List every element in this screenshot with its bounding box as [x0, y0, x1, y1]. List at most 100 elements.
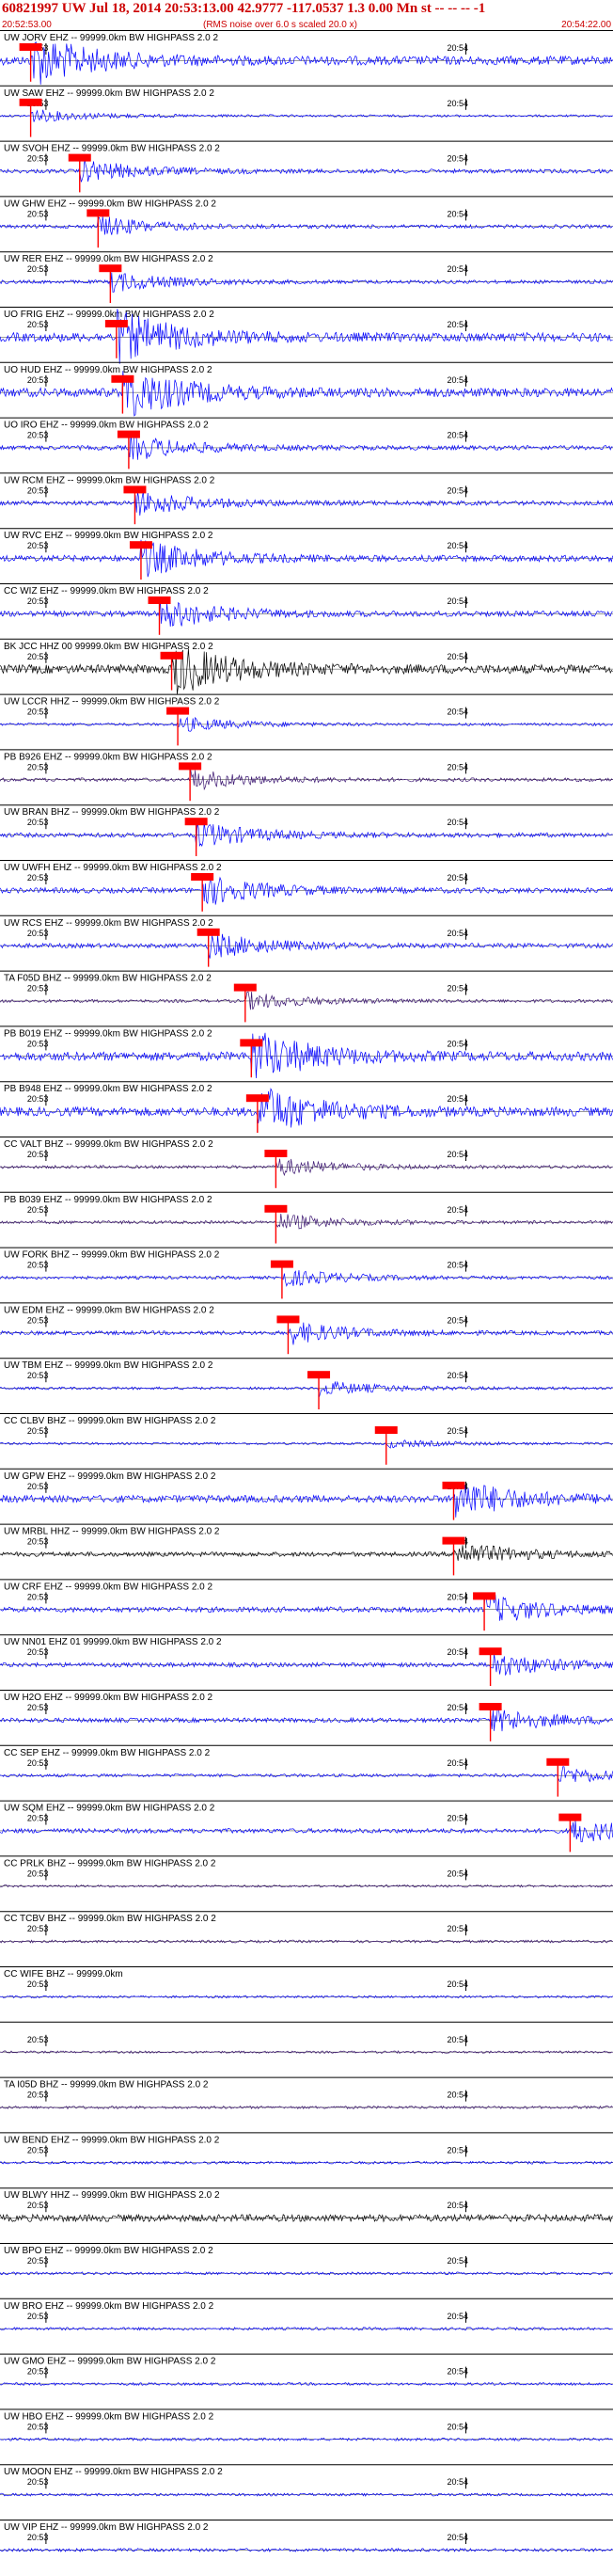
- pick-flag: [148, 596, 171, 604]
- waveform-line: [0, 1213, 613, 1230]
- pick-flag: [184, 818, 208, 826]
- station-label: CC PRLK BHZ -- 99999.0km BW HIGHPASS 2.0…: [4, 1858, 216, 1868]
- station-label: UW GHW EHZ -- 99999.0km BW HIGHPASS 2.0 …: [4, 199, 216, 209]
- pick-flag: [276, 1315, 300, 1324]
- time-tick-label: 20:54: [448, 541, 469, 550]
- waveform-line: [0, 215, 613, 235]
- pick-flag: [191, 873, 214, 881]
- waveform-line: [0, 2271, 613, 2276]
- pick-flag: [166, 707, 190, 715]
- station-label: UW BRO EHZ -- 99999.0km BW HIGHPASS 2.0 …: [4, 2301, 214, 2312]
- station-label: UW SQM EHZ -- 99999.0km BW HIGHPASS 2.0 …: [4, 1804, 215, 1814]
- waveform-line: [0, 1995, 613, 1999]
- time-tick-label: 20:53: [27, 818, 49, 827]
- trace-45: UW VIP EHZ -- 99999.0km BW HIGHPASS 2.0 …: [0, 2520, 613, 2552]
- pick-flag: [307, 1371, 331, 1379]
- time-tick-label: 20:54: [448, 1094, 469, 1104]
- trace-1: UW SAW EHZ -- 99999.0km BW HIGHPASS 2.0 …: [0, 85, 613, 137]
- waveform-line: [0, 490, 613, 517]
- time-tick-label: 20:53: [27, 596, 49, 606]
- trace-36: 20:53 20:54: [0, 2021, 613, 2054]
- station-label: UW SVOH EHZ -- 99999.0km BW HIGHPASS 2.0…: [4, 144, 220, 154]
- trace-31: CC SEP EHZ -- 99999.0km BW HIGHPASS 2.0 …: [0, 1744, 613, 1797]
- trace-6: UO HUD EHZ -- 99999.0km BW HIGHPASS 2.0 …: [0, 361, 613, 417]
- waveform-line: [0, 109, 613, 122]
- end-time-label: 20:54:22.00: [561, 20, 611, 30]
- waveform-line: [0, 1439, 613, 1449]
- station-label: UW EDM EHZ -- 99999.0km BW HIGHPASS 2.0 …: [4, 1305, 214, 1315]
- trace-12: UW LCCR HHZ -- 99999.0km BW HIGHPASS 2.0…: [0, 693, 613, 746]
- time-tick-label: 20:53: [27, 1094, 49, 1104]
- trace-28: UW CRF EHZ -- 99999.0km BW HIGHPASS 2.0 …: [0, 1579, 613, 1631]
- time-tick-label: 20:53: [27, 2477, 49, 2487]
- station-label: UO HUD EHZ -- 99999.0km BW HIGHPASS 2.0 …: [4, 365, 212, 375]
- trace-14: UW BRAN BHZ -- 99999.0km BW HIGHPASS 2.0…: [0, 804, 613, 856]
- time-tick-label: 20:54: [448, 984, 469, 994]
- station-label: PB B039 EHZ -- 99999.0km BW HIGHPASS 2.0…: [4, 1195, 212, 1205]
- time-tick-label: 20:53: [27, 1039, 49, 1048]
- time-tick-label: 20:53: [27, 2035, 49, 2044]
- waveform-line: [0, 1158, 613, 1177]
- time-tick-label: 20:53: [27, 1592, 49, 1601]
- time-tick-label: 20:53: [27, 2533, 49, 2542]
- time-tick-label: 20:53: [27, 2091, 49, 2100]
- time-tick-label: 20:54: [448, 2256, 469, 2266]
- trace-39: UW BLWY HHZ -- 99999.0km BW HIGHPASS 2.0…: [0, 2187, 613, 2223]
- time-tick-label: 20:54: [448, 209, 469, 218]
- pick-flag: [442, 1536, 465, 1545]
- station-label: CC WIFE BHZ -- 99999.0km: [4, 1969, 123, 1980]
- time-tick-label: 20:53: [27, 1703, 49, 1712]
- time-tick-label: 20:53: [27, 1371, 49, 1380]
- waveform-line: [0, 769, 613, 791]
- time-tick-label: 20:53: [27, 1205, 49, 1215]
- station-label: UW RCS EHZ -- 99999.0km BW HIGHPASS 2.0 …: [4, 918, 213, 929]
- pick-flag: [264, 1150, 288, 1157]
- waveform-line: [0, 1545, 613, 1561]
- seismogram-plot: UW JORV EHZ -- 99999.0km BW HIGHPASS 2.0…: [0, 30, 613, 2552]
- time-tick-label: 20:54: [448, 2367, 469, 2377]
- trace-43: UW HBO EHZ -- 99999.0km BW HIGHPASS 2.0 …: [0, 2409, 613, 2442]
- station-label: CC WIZ EHZ -- 99999.0km BW HIGHPASS 2.0 …: [4, 586, 209, 596]
- trace-29: UW NN01 EHZ 01 99999.0km BW HIGHPASS 2.0…: [0, 1634, 613, 1686]
- station-label: UW BLWY HHZ -- 99999.0km BW HIGHPASS 2.0…: [4, 2190, 220, 2201]
- station-label: UW BEND EHZ -- 99999.0km BW HIGHPASS 2.0…: [4, 2135, 220, 2145]
- station-label: BK JCC HHZ 00 99999.0km BW HIGHPASS 2.0 …: [4, 642, 213, 652]
- station-label: UW H2O EHZ -- 99999.0km BW HIGHPASS 2.0 …: [4, 1693, 213, 1703]
- station-label: CC SEP EHZ -- 99999.0km BW HIGHPASS 2.0 …: [4, 1748, 211, 1758]
- time-tick-label: 20:53: [27, 1980, 49, 1989]
- time-tick-label: 20:54: [448, 2422, 469, 2431]
- time-tick-label: 20:54: [448, 2201, 469, 2210]
- waveform-line: [0, 1380, 613, 1397]
- time-tick-label: 20:53: [27, 1150, 49, 1159]
- station-label: UW LCCR HHZ -- 99999.0km BW HIGHPASS 2.0…: [4, 697, 220, 708]
- time-tick-label: 20:54: [448, 1592, 469, 1601]
- time-tick-label: 20:53: [27, 2201, 49, 2210]
- time-tick-label: 20:54: [448, 1261, 469, 1270]
- waveform-line: [0, 2160, 613, 2165]
- trace-42: UW GMO EHZ -- 99999.0km BW HIGHPASS 2.0 …: [0, 2353, 613, 2387]
- waveform-line: [0, 1593, 613, 1621]
- pick-flag: [104, 320, 128, 327]
- waveform-line: [0, 1939, 613, 1944]
- waveform-line: [0, 1484, 613, 1518]
- trace-22: UW FORK BHZ -- 99999.0km BW HIGHPASS 2.0…: [0, 1247, 613, 1299]
- trace-16: UW RCS EHZ -- 99999.0km BW HIGHPASS 2.0 …: [0, 914, 613, 967]
- waveform-line: [0, 2492, 613, 2497]
- trace-33: CC PRLK BHZ -- 99999.0km BW HIGHPASS 2.0…: [0, 1855, 613, 1888]
- waveform-line: [0, 1032, 613, 1079]
- time-tick-label: 20:53: [27, 1315, 49, 1325]
- pick-flag: [19, 43, 42, 51]
- time-tick-label: 20:53: [27, 1537, 49, 1547]
- station-label: CC VALT BHZ -- 99999.0km BW HIGHPASS 2.0…: [4, 1139, 213, 1150]
- station-label: UW RCM EHZ -- 99999.0km BW HIGHPASS 2.0 …: [4, 475, 215, 485]
- time-tick-label: 20:54: [448, 1205, 469, 1215]
- trace-9: UW RVC EHZ -- 99999.0km BW HIGHPASS 2.0 …: [0, 528, 613, 580]
- station-label: PB B019 EHZ -- 99999.0km BW HIGHPASS 2.0…: [4, 1028, 212, 1039]
- record-header: 60821997 UW Jul 18, 2014 20:53:13.00 42.…: [0, 0, 613, 38]
- pick-flag: [160, 651, 183, 660]
- trace-19: PB B948 EHZ -- 99999.0km BW HIGHPASS 2.0…: [0, 1081, 613, 1133]
- station-label: PB B926 EHZ -- 99999.0km BW HIGHPASS 2.0…: [4, 752, 212, 762]
- pick-flag: [19, 98, 42, 106]
- pick-flag: [264, 1204, 288, 1213]
- time-tick-label: 20:53: [27, 264, 49, 274]
